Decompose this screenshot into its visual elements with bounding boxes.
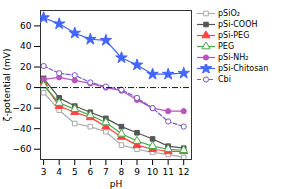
svg-text:6: 6 [87, 167, 93, 177]
svg-text:7: 7 [103, 167, 109, 177]
svg-text:12: 12 [178, 167, 189, 177]
html-text:pSiO₂: pSiO₂ [218, 9, 240, 18]
svg-text:8: 8 [119, 167, 125, 177]
svg-text:−20: −20 [13, 103, 32, 113]
svg-text:0: 0 [26, 82, 32, 92]
svg-text:40: 40 [20, 41, 32, 51]
html-text:PEG: PEG [218, 42, 235, 51]
svg-text:ζ-potential (mV): ζ-potential (mV) [2, 49, 12, 122]
svg-text:9: 9 [134, 167, 140, 177]
html-text:pSi-COOH: pSi-COOH [218, 20, 258, 29]
svg-text:−40: −40 [13, 124, 32, 134]
svg-text:60: 60 [20, 21, 32, 31]
svg-text:4: 4 [56, 167, 62, 177]
svg-text:10: 10 [147, 167, 159, 177]
svg-text:5: 5 [72, 167, 78, 177]
html-text:pSi-Chitosan: pSi-Chitosan [218, 64, 269, 73]
svg-text:20: 20 [20, 62, 32, 72]
svg-text:11: 11 [162, 167, 173, 177]
svg-text:pH: pH [110, 179, 122, 189]
svg-text:−60: −60 [13, 144, 32, 154]
html-text:Cbi: Cbi [218, 75, 231, 84]
html-text:pSi-NH₂: pSi-NH₂ [218, 53, 249, 62]
html-text:pSi-PEG: pSi-PEG [218, 31, 250, 40]
svg-text:3: 3 [41, 167, 47, 177]
